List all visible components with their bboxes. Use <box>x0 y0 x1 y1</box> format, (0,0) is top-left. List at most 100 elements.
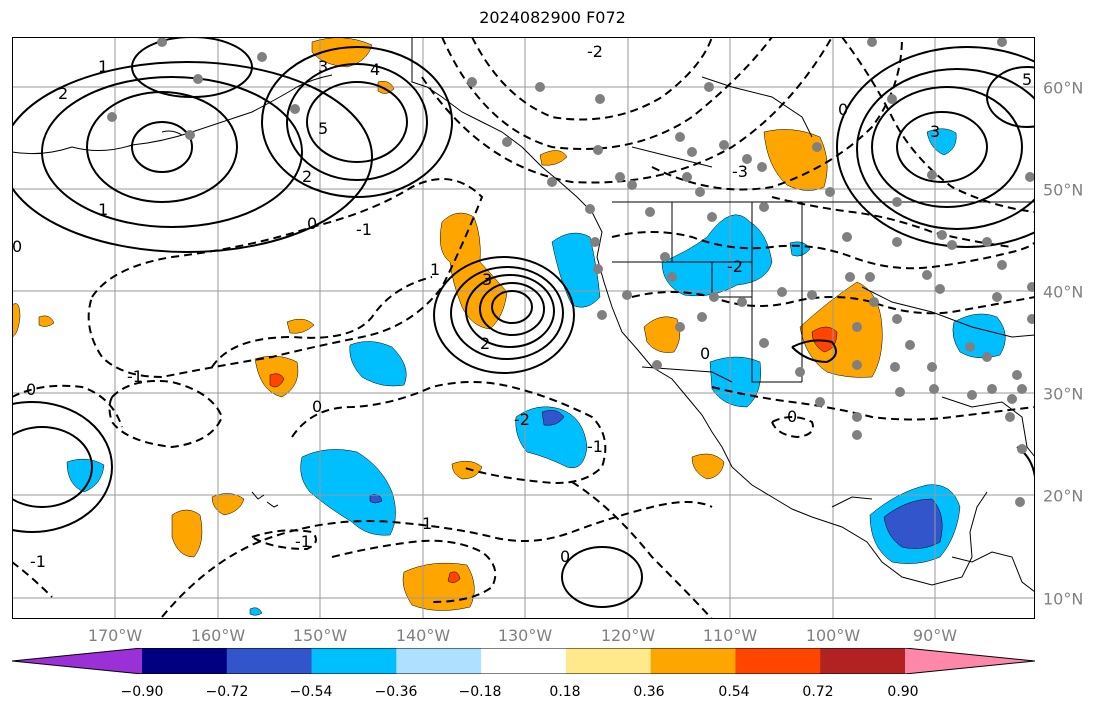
orange-area-edge <box>12 303 21 338</box>
orange-area-small1 <box>286 318 315 334</box>
contour-labels: 1 2 3 4 5 2 1 0 -1 -2 3 2 1 0 -1 -2 -3 0… <box>12 42 1032 571</box>
graticule <box>12 37 1035 619</box>
contour-label: 1 <box>98 200 108 219</box>
contour-low-center-5 <box>433 256 575 374</box>
orange-area-bc <box>539 150 568 166</box>
contour-label: 3 <box>482 270 492 289</box>
contour-west-edge-2 <box>12 401 113 533</box>
contour-dash-east-3 <box>711 386 1035 421</box>
colorbar-cell <box>735 648 821 674</box>
contour-label: 0 <box>26 380 36 399</box>
blue-area-east <box>952 313 1006 359</box>
contour-canada-high-3 <box>856 68 1035 230</box>
colorbar-cell <box>142 648 228 674</box>
orange-area-canada <box>763 129 828 191</box>
contour-label: 1 <box>430 260 440 279</box>
lon-label: 100°W <box>805 626 861 645</box>
orange-area-baja <box>691 453 725 480</box>
colorbar-label: 0.54 <box>718 684 750 700</box>
tiny-blue-area <box>249 607 263 616</box>
colorbar-cell <box>565 648 652 674</box>
colorbar-label: 0.36 <box>633 684 665 700</box>
contour-label: 0 <box>312 397 322 416</box>
darkblue-area-central-america <box>883 498 943 549</box>
contour-west-edge-1 <box>12 426 93 508</box>
colorbar-cell <box>650 648 736 674</box>
contour-gulf-1 <box>306 81 408 163</box>
lon-label: 140°W <box>395 626 451 645</box>
colorbar-label: 0.72 <box>802 684 834 700</box>
contour-dash-ridge-3 <box>421 37 833 184</box>
contour-low-center-3 <box>465 274 555 348</box>
contour-dash-midpac-2 <box>108 380 224 449</box>
colorbar-label: 0.18 <box>549 684 581 700</box>
contour-canada-high-2 <box>871 86 1023 208</box>
contour-label: 3 <box>930 122 940 141</box>
colorbar-label: −0.18 <box>458 684 502 700</box>
orange-area-hawaii1 <box>171 509 203 558</box>
contour-label: 0 <box>787 407 797 426</box>
contour-dash-south-4 <box>571 481 713 619</box>
red-area-midpac <box>269 373 285 388</box>
lon-label: 90°W <box>912 626 958 645</box>
blue-area-rockies <box>661 214 773 297</box>
darkblue-area-hawaii <box>369 494 383 504</box>
colorbar-cell <box>396 648 482 674</box>
contour-canada-high-4 <box>836 46 1035 248</box>
contour-label: -2 <box>514 410 530 429</box>
contour-label: 0 <box>560 547 570 566</box>
contour-bering-1 <box>131 121 193 173</box>
map-title: 2024082900 F072 <box>479 8 626 27</box>
contour-label: 3 <box>318 57 328 76</box>
contour-label: 5 <box>1022 70 1032 89</box>
contour-label: -1 <box>356 220 372 239</box>
colorbar-extend-min <box>12 648 142 674</box>
blue-area-hawaii <box>300 449 396 536</box>
contour-label: -1 <box>30 552 46 571</box>
colorbar-cell <box>311 648 397 674</box>
contour-dash-east-2 <box>631 291 1035 315</box>
contour-gulf-2 <box>286 63 428 181</box>
darkblue-area-center <box>541 410 565 426</box>
contour-low-center-1 <box>491 290 533 324</box>
blue-area-midpac <box>349 341 407 387</box>
orange-area-hawaii3 <box>451 460 483 480</box>
orange-area-south <box>402 562 475 611</box>
contour-label: -2 <box>587 42 603 61</box>
height-contours <box>12 37 1035 608</box>
map-frame <box>12 37 1035 619</box>
contour-dash-midpac-1 <box>87 178 484 379</box>
contour-low-center-4 <box>450 266 564 360</box>
orange-area-hawaii2 <box>211 493 245 516</box>
orange-area-small2 <box>38 315 55 327</box>
colorbar-label: −0.72 <box>205 684 249 700</box>
orange-area-plains <box>799 281 883 378</box>
orange-area-offshore-low <box>440 212 508 330</box>
contour-label: 0 <box>12 237 22 256</box>
contour-dash-south-1 <box>161 501 713 618</box>
lon-label: 150°W <box>292 626 348 645</box>
contour-label: 2 <box>302 167 312 186</box>
lon-label: 160°W <box>190 626 246 645</box>
lat-label: 10°N <box>1043 589 1084 609</box>
contour-label: -1 <box>295 532 311 551</box>
blue-area-canada-small <box>926 128 957 156</box>
lat-label: 40°N <box>1043 282 1084 302</box>
anomaly-shading <box>12 37 1006 616</box>
contour-plains-solid <box>791 339 837 364</box>
coastlines <box>12 37 1035 593</box>
orange-area-sw <box>643 316 681 353</box>
station-dots <box>107 37 1035 507</box>
lon-label: 120°W <box>600 626 656 645</box>
contour-bering-5 <box>131 37 253 98</box>
lat-label: 30°N <box>1043 384 1084 404</box>
contour-label: 5 <box>318 119 328 138</box>
contour-dash-midpac-3 <box>211 276 433 368</box>
contour-canada-high-1 <box>896 111 988 183</box>
contour-bering-4 <box>12 61 373 253</box>
contour-bering-2 <box>86 91 238 203</box>
contour-dash-east-1 <box>611 231 1035 270</box>
map-panel: 1 2 3 4 5 2 1 0 -1 -2 3 2 1 0 -1 -2 -3 0… <box>12 37 1035 619</box>
contour-label: 1 <box>98 57 108 76</box>
contour-dash-gulf-small <box>771 416 814 439</box>
